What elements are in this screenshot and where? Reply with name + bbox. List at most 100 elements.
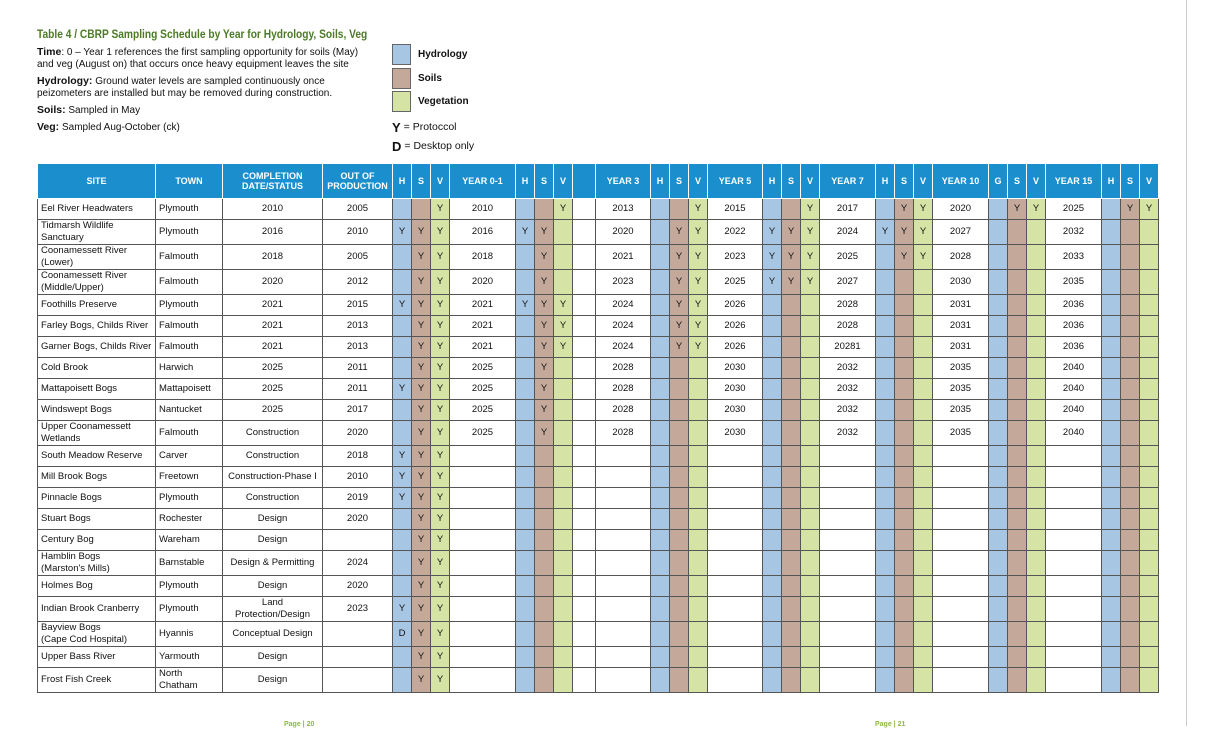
table-cell: Y <box>392 596 412 622</box>
table-cell: Y <box>894 244 914 270</box>
table-cell: Y <box>392 378 412 400</box>
table-cell <box>669 529 689 551</box>
table-cell: 2015 <box>707 198 763 220</box>
table-cell: 2021 <box>222 294 323 316</box>
table-cell <box>913 487 933 509</box>
table-cell <box>449 445 516 467</box>
table-cell <box>515 357 535 379</box>
table-cell <box>1026 336 1046 358</box>
table-cell <box>1026 420 1046 446</box>
table-row: Farley Bogs, Childs River Falmouth 2021 201… <box>37 315 1159 337</box>
table-cell <box>707 667 763 693</box>
table-cell: 2025 <box>707 269 763 295</box>
table-cell: Holmes Bog <box>37 575 156 597</box>
column-header: S <box>1007 163 1027 199</box>
table-cell <box>932 487 989 509</box>
table-cell <box>819 667 876 693</box>
table-cell <box>762 315 782 337</box>
table-cell: Y <box>894 219 914 245</box>
table-cell <box>875 294 895 316</box>
table-cell <box>1120 646 1140 668</box>
table-row: Mill Brook Bogs Freetown Construction-Phas… <box>37 466 1159 488</box>
table-cell <box>875 550 895 576</box>
table-cell <box>781 508 801 530</box>
table-cell <box>650 420 670 446</box>
column-header: OUT OF PRODUCTION <box>322 163 393 199</box>
table-cell: Y <box>515 219 535 245</box>
table-cell: Y <box>411 575 431 597</box>
table-cell <box>392 575 412 597</box>
table-cell <box>1007 529 1027 551</box>
table-cell <box>688 621 708 647</box>
table-cell: 2025 <box>449 399 516 421</box>
gap-cell <box>572 198 596 220</box>
table-cell <box>595 487 651 509</box>
table-cell <box>1120 550 1140 576</box>
table-cell: 2024 <box>322 550 393 576</box>
column-header: YEAR 0-1 <box>449 163 516 199</box>
table-cell <box>1139 315 1159 337</box>
table-cell <box>515 336 535 358</box>
table-cell: Y <box>430 575 450 597</box>
table-cell <box>669 667 689 693</box>
table-cell: 2032 <box>819 378 876 400</box>
table-cell: Plymouth <box>155 575 223 597</box>
table-cell <box>800 487 820 509</box>
table-cell <box>553 487 573 509</box>
table-cell: 2015 <box>322 294 393 316</box>
table-cell <box>1101 336 1121 358</box>
table-cell: Y <box>411 336 431 358</box>
legend-item: Vegetation <box>392 90 474 114</box>
table-cell: 2028 <box>819 294 876 316</box>
table-cell <box>1139 269 1159 295</box>
table-cell <box>800 336 820 358</box>
gap-cell <box>572 315 596 337</box>
table-cell <box>515 575 535 597</box>
table-cell <box>688 378 708 400</box>
column-header: H <box>515 163 535 199</box>
table-cell <box>1026 550 1046 576</box>
table-cell: Y <box>669 315 689 337</box>
table-cell <box>875 596 895 622</box>
table-cell: Y <box>553 294 573 316</box>
table-cell <box>553 445 573 467</box>
table-cell: 2035 <box>932 357 989 379</box>
table-row: Indian Brook Cranberry Plymouth Land Prote… <box>37 596 1159 622</box>
table-cell <box>1120 219 1140 245</box>
table-cell <box>515 466 535 488</box>
gap-cell <box>572 466 596 488</box>
gap-cell <box>572 667 596 693</box>
table-cell <box>515 508 535 530</box>
table-cell <box>449 667 516 693</box>
table-cell: Falmouth <box>155 420 223 446</box>
table-cell <box>392 399 412 421</box>
table-cell <box>988 269 1008 295</box>
table-cell <box>875 378 895 400</box>
table-cell <box>669 198 689 220</box>
gap-cell <box>572 294 596 316</box>
table-cell <box>913 621 933 647</box>
table-cell <box>932 621 989 647</box>
table-cell <box>894 575 914 597</box>
table-cell <box>819 529 876 551</box>
notes: Time: 0 – Year 1 references the first sa… <box>37 46 367 138</box>
table-cell <box>800 529 820 551</box>
table-cell: Y <box>534 357 554 379</box>
table-cell: 2020 <box>322 420 393 446</box>
table-cell: 2016 <box>449 219 516 245</box>
table-cell: Y <box>553 336 573 358</box>
table-cell: Y <box>762 219 782 245</box>
gap-cell <box>572 269 596 295</box>
table-cell <box>894 508 914 530</box>
table-cell <box>1007 667 1027 693</box>
table-cell <box>392 269 412 295</box>
table-cell <box>1139 294 1159 316</box>
table-cell <box>515 487 535 509</box>
table-cell <box>1101 550 1121 576</box>
table-cell <box>515 596 535 622</box>
table-cell <box>932 646 989 668</box>
table-cell: Rochester <box>155 508 223 530</box>
table-cell <box>553 219 573 245</box>
table-cell: Y <box>1026 198 1046 220</box>
table-cell <box>1101 219 1121 245</box>
